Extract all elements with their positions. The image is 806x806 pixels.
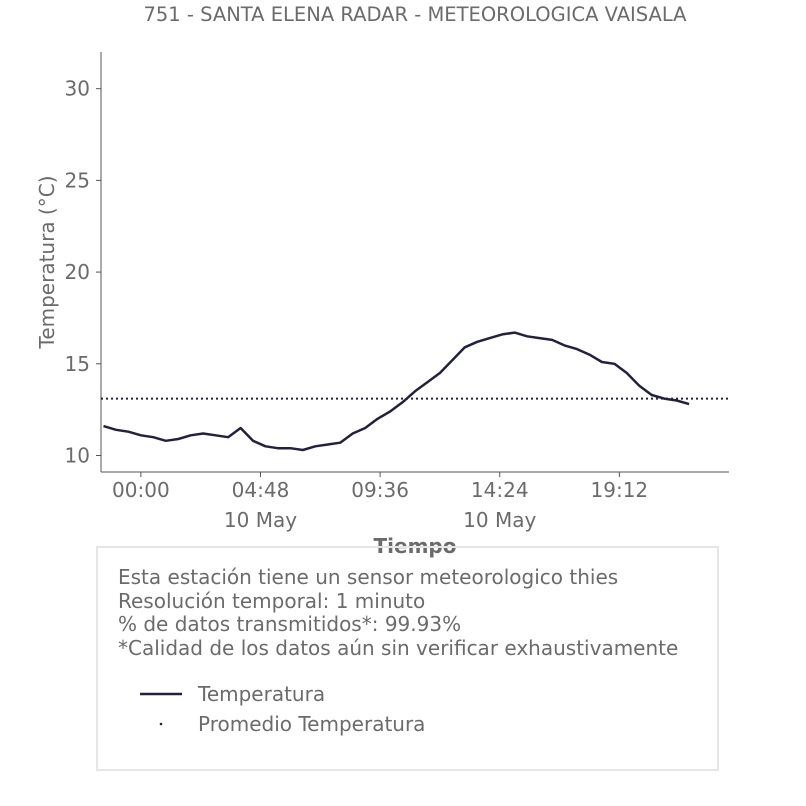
info-text: Esta estación tiene un sensor meteorolog… [118, 565, 679, 660]
info-line-quality: *Calidad de los datos aún sin verificar … [118, 635, 679, 660]
y-axis-label: Temperatura (°C) [35, 175, 59, 349]
y-tick-label: 25 [65, 168, 90, 192]
legend-label-temperatura: Temperatura [198, 682, 326, 706]
chart-axes: 10 15 20 25 30 00:00 04:48 10 May 09:36 14:24 10 M… [65, 52, 729, 532]
x-tick-label: 00:00 [112, 478, 170, 502]
x-tick-label: 14:24 [471, 478, 529, 502]
x-tick-label: 09:36 [351, 478, 409, 502]
info-line-sensor: Esta estación tiene un sensor meteorolog… [118, 565, 619, 589]
legend-label-promedio: Promedio Temperatura [198, 712, 426, 736]
chart-marks [101, 331, 729, 452]
x-tick-label: 04:48 [232, 478, 290, 502]
x-tick-sublabel: 10 May [463, 508, 536, 532]
y-tick-label: 30 [65, 77, 90, 101]
y-tick-label: 15 [65, 352, 90, 376]
chart-title: 751 - SANTA ELENA RADAR - METEOROLOGICA … [143, 3, 687, 26]
legend-item-temperatura: Temperatura [138, 682, 325, 706]
x-tick-sublabel: 10 May [224, 508, 297, 532]
legend-item-promedio: Promedio Temperatura [138, 712, 425, 736]
info-box: Esta estación tiene un sensor meteorolog… [96, 546, 719, 771]
legend-swatch-solid [140, 692, 182, 696]
y-tick-label: 20 [65, 260, 90, 284]
info-line-resolution: Resolución temporal: 1 minuto [118, 588, 426, 613]
y-tick-label: 10 [65, 443, 90, 467]
temperature-line [103, 331, 690, 452]
x-tick-label: 19:12 [591, 478, 649, 502]
info-line-transmitted: % de datos transmitidos*: 99.93% [118, 612, 462, 636]
legend-swatch-dotted [159, 722, 163, 726]
